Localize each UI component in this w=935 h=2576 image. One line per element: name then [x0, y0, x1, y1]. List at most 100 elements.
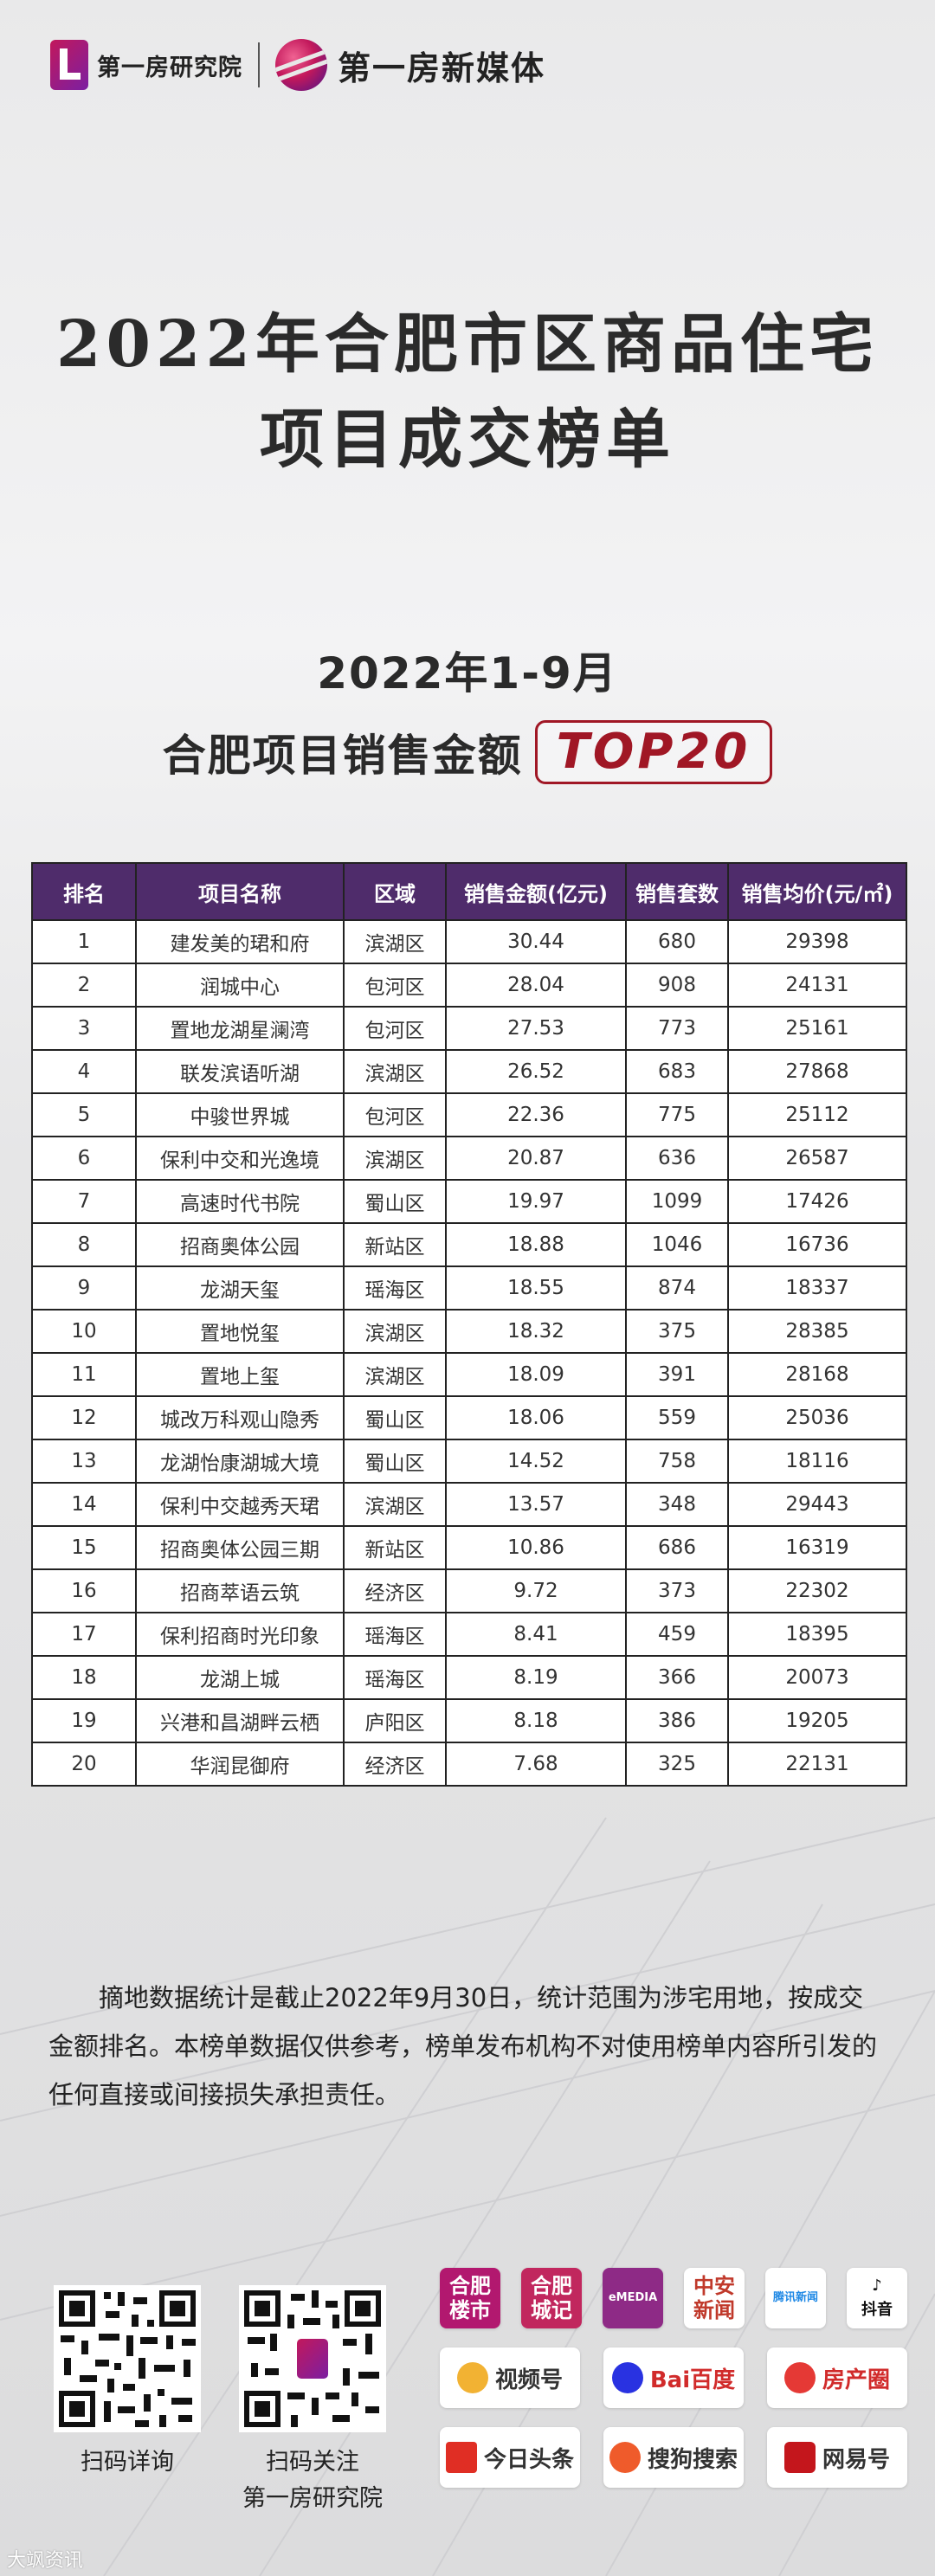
header-units: 销售套数	[625, 862, 729, 921]
emedia-icon[interactable]: eMEDIA	[603, 2268, 663, 2328]
header-price: 销售均价(元/㎡)	[727, 862, 907, 921]
l-logo-icon	[50, 40, 88, 90]
new-media-logo: 第一房新媒体	[275, 39, 545, 91]
sougou-icon[interactable]: 搜狗搜索	[603, 2427, 744, 2488]
rank-cell: 17	[31, 1612, 137, 1657]
district-cell: 新站区	[343, 1222, 447, 1267]
price-cell: 25036	[727, 1395, 907, 1440]
project-cell: 龙湖上城	[135, 1655, 345, 1700]
logo-divider	[258, 42, 260, 87]
rank-cell: 12	[31, 1395, 137, 1440]
table-row: 1 建发美的珺和府 滨湖区 30.44 680 29398	[31, 919, 907, 964]
amount-cell: 22.36	[445, 1092, 627, 1137]
rank-cell: 15	[31, 1525, 137, 1570]
rank-cell: 18	[31, 1655, 137, 1700]
fangchanquan-icon[interactable]: 房产圈	[767, 2347, 907, 2408]
units-cell: 391	[625, 1352, 729, 1397]
zhongan-line1: 中安	[693, 2274, 735, 2298]
amount-cell: 18.88	[445, 1222, 627, 1267]
price-cell: 29398	[727, 919, 907, 964]
district-cell: 滨湖区	[343, 1049, 447, 1094]
emedia-label: eMEDIA	[608, 2291, 658, 2304]
table-row: 17 保利招商时光印象 瑶海区 8.41 459 18395	[31, 1612, 907, 1657]
units-cell: 559	[625, 1395, 729, 1440]
units-cell: 373	[625, 1568, 729, 1613]
project-cell: 招商奥体公园三期	[135, 1525, 345, 1570]
sphere-logo-icon	[275, 39, 327, 91]
district-cell: 包河区	[343, 1006, 447, 1051]
amount-cell: 18.32	[445, 1309, 627, 1354]
qr-code-follow[interactable]	[239, 2285, 386, 2432]
price-cell: 19205	[727, 1698, 907, 1743]
qr-follow-block: 扫码关注 第一房研究院	[222, 2285, 403, 2517]
amount-cell: 8.18	[445, 1698, 627, 1743]
wangyi-icon[interactable]: 网易号	[767, 2427, 907, 2488]
rank-cell: 2	[31, 963, 137, 1008]
rank-cell: 3	[31, 1006, 137, 1051]
hefei-chengji-icon[interactable]: 合肥 城记	[521, 2268, 582, 2328]
research-institute-logo: 第一房研究院	[50, 40, 242, 90]
district-cell: 经济区	[343, 1568, 447, 1613]
amount-cell: 9.72	[445, 1568, 627, 1613]
table-row: 12 城改万科观山隐秀 蜀山区 18.06 559 25036	[31, 1395, 907, 1440]
amount-cell: 13.57	[445, 1482, 627, 1527]
baidu-paw-icon	[611, 2362, 643, 2393]
sougou-s-icon	[609, 2442, 641, 2473]
units-cell: 874	[625, 1265, 729, 1311]
top20-badge: TOP20	[534, 720, 773, 784]
hefei-loushi-icon[interactable]: 合肥 楼市	[440, 2268, 500, 2328]
rank-cell: 14	[31, 1482, 137, 1527]
table-row: 13 龙湖怡康湖城大境 蜀山区 14.52 758 18116	[31, 1439, 907, 1484]
price-cell: 18116	[727, 1439, 907, 1484]
disclaimer-note: 摘地数据统计是截止2022年9月30日，统计范围为涉宅用地，按成交金额排名。本榜…	[48, 1983, 878, 2109]
shipinhao-label: 视频号	[494, 2367, 563, 2393]
wangyi-label: 网易号	[822, 2446, 890, 2473]
header-district: 区域	[343, 862, 447, 921]
units-cell: 773	[625, 1006, 729, 1051]
zhongan-news-icon[interactable]: 中安 新闻	[684, 2268, 745, 2328]
price-cell: 26587	[727, 1136, 907, 1181]
units-cell: 386	[625, 1698, 729, 1743]
table-row: 7 高速时代书院 蜀山区 19.97 1099 17426	[31, 1179, 907, 1224]
tencent-news-icon[interactable]: 腾讯新闻	[765, 2268, 826, 2328]
rank-cell: 13	[31, 1439, 137, 1484]
price-cell: 25112	[727, 1092, 907, 1137]
units-cell: 348	[625, 1482, 729, 1527]
table-row: 4 联发滨语听湖 滨湖区 26.52 683 27868	[31, 1049, 907, 1094]
qr-consult-caption: 扫码详询	[81, 2449, 174, 2476]
units-cell: 686	[625, 1525, 729, 1570]
price-cell: 16736	[727, 1222, 907, 1267]
header-logos: 第一房研究院 第一房新媒体	[50, 33, 545, 97]
table-row: 20 华润昆御府 经济区 7.68 325 22131	[31, 1742, 907, 1787]
project-cell: 高速时代书院	[135, 1179, 345, 1224]
district-cell: 蜀山区	[343, 1395, 447, 1440]
table-row: 15 招商奥体公园三期 新站区 10.86 686 16319	[31, 1525, 907, 1570]
amount-cell: 27.53	[445, 1006, 627, 1051]
hefei-chengji-line1: 合肥	[531, 2274, 572, 2298]
douyin-glyph-icon: ♪	[872, 2277, 882, 2295]
district-cell: 新站区	[343, 1525, 447, 1570]
units-cell: 683	[625, 1049, 729, 1094]
table-row: 14 保利中交越秀天珺 滨湖区 13.57 348 29443	[31, 1482, 907, 1527]
douyin-icon[interactable]: ♪ 抖音	[847, 2268, 907, 2328]
price-cell: 18395	[727, 1612, 907, 1657]
project-cell: 兴港和昌湖畔云栖	[135, 1698, 345, 1743]
ranking-table: 排名 项目名称 区域 销售金额(亿元) 销售套数 销售均价(元/㎡) 1 建发美的…	[31, 862, 907, 1787]
district-cell: 滨湖区	[343, 1309, 447, 1354]
table-row: 11 置地上玺 滨湖区 18.09 391 28168	[31, 1352, 907, 1397]
qr-code-consult[interactable]	[54, 2285, 201, 2432]
price-cell: 18337	[727, 1265, 907, 1311]
table-header-row: 排名 项目名称 区域 销售金额(亿元) 销售套数 销售均价(元/㎡)	[31, 862, 907, 921]
toutiao-icon[interactable]: 今日头条	[440, 2427, 580, 2488]
project-cell: 建发美的珺和府	[135, 919, 345, 964]
units-cell: 758	[625, 1439, 729, 1484]
rank-cell: 8	[31, 1222, 137, 1267]
shipinhao-icon[interactable]: 视频号	[440, 2347, 580, 2408]
amount-cell: 28.04	[445, 963, 627, 1008]
hefei-loushi-line1: 合肥	[449, 2274, 491, 2298]
price-cell: 29443	[727, 1482, 907, 1527]
rank-cell: 1	[31, 919, 137, 964]
price-cell: 20073	[727, 1655, 907, 1700]
baidu-icon[interactable]: Bai百度	[603, 2347, 744, 2408]
units-cell: 1046	[625, 1222, 729, 1267]
